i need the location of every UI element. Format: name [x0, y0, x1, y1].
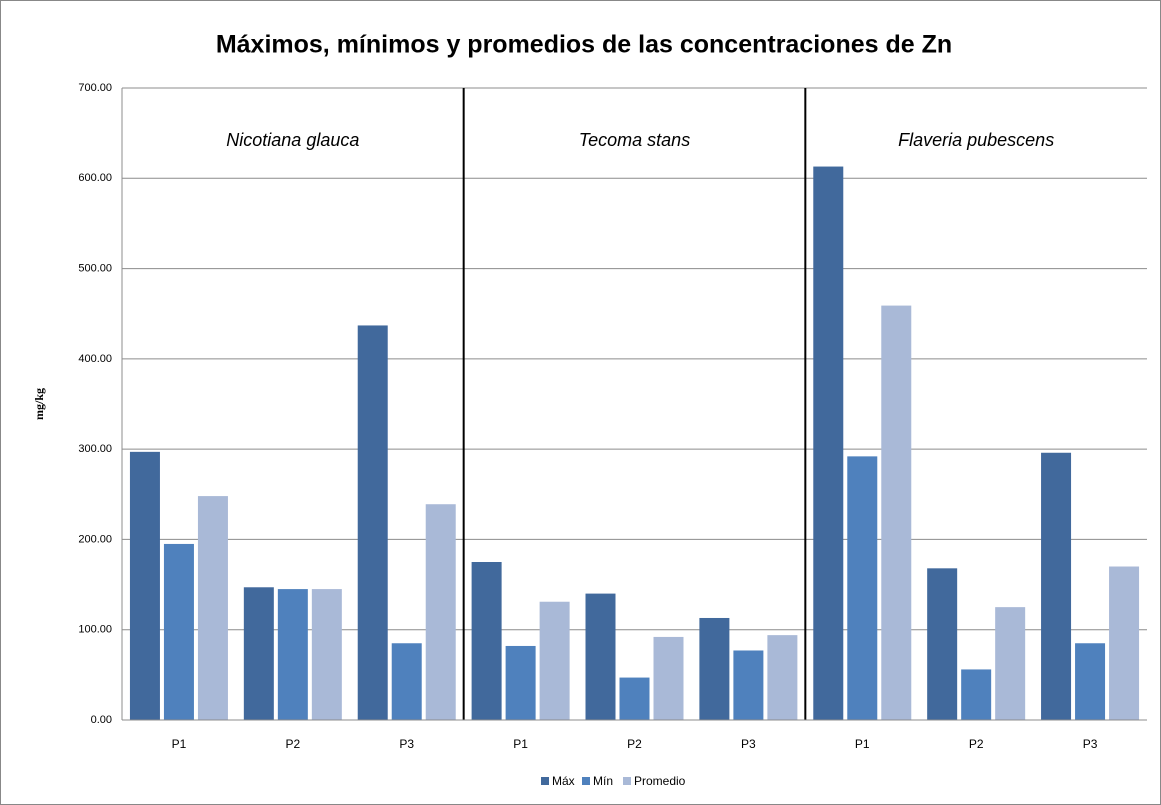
- bar: [995, 607, 1026, 720]
- bar: [243, 587, 274, 720]
- bar: [391, 643, 422, 720]
- bar: [539, 601, 570, 720]
- bar: [277, 589, 308, 720]
- bar: [1075, 643, 1106, 720]
- y-tick-label: 100.00: [78, 624, 112, 636]
- x-tick-label: P2: [969, 737, 984, 751]
- legend-label: Mín: [593, 774, 613, 788]
- y-tick-label: 200.00: [78, 533, 112, 545]
- y-tick-label: 500.00: [78, 262, 112, 274]
- y-tick-label: 300.00: [78, 443, 112, 455]
- bar: [961, 669, 992, 720]
- bar: [927, 568, 958, 720]
- legend-swatch: [541, 777, 549, 785]
- bar: [699, 617, 730, 720]
- chart-title: Máximos, mínimos y promedios de las conc…: [216, 31, 952, 59]
- legend-swatch: [582, 777, 590, 785]
- bar: [1109, 566, 1140, 720]
- group-label: Nicotiana glauca: [226, 130, 359, 150]
- bar: [197, 496, 228, 720]
- legend-label: Promedio: [634, 774, 686, 788]
- bar: [653, 636, 684, 720]
- bar: [311, 589, 342, 720]
- bar: [813, 166, 844, 720]
- x-tick-label: P2: [285, 737, 300, 751]
- bar: [1041, 452, 1072, 720]
- x-tick-label: P1: [513, 737, 528, 751]
- legend-label: Máx: [552, 774, 575, 788]
- y-tick-label: 400.00: [78, 353, 112, 365]
- y-tick-label: 700.00: [78, 82, 112, 94]
- bar: [881, 305, 912, 720]
- y-tick-label: 600.00: [78, 172, 112, 184]
- bar: [129, 451, 160, 720]
- y-tick-label: 0.00: [91, 714, 112, 726]
- bar: [847, 456, 878, 720]
- bar: [585, 593, 616, 720]
- bar: [425, 504, 456, 720]
- x-tick-label: P3: [399, 737, 414, 751]
- bar: [357, 325, 388, 720]
- y-axis-label: mg/kg: [32, 388, 46, 420]
- x-tick-label: P3: [1083, 737, 1098, 751]
- group-label: Tecoma stans: [579, 130, 690, 150]
- bar: [733, 650, 764, 720]
- x-tick-label: P1: [855, 737, 870, 751]
- x-tick-label: P3: [741, 737, 756, 751]
- bar: [767, 635, 798, 720]
- legend-swatch: [623, 777, 631, 785]
- x-tick-label: P2: [627, 737, 642, 751]
- bar: [163, 543, 194, 720]
- bar: [619, 677, 650, 720]
- bar: [505, 645, 536, 720]
- x-tick-label: P1: [172, 737, 187, 751]
- group-label: Flaveria pubescens: [898, 130, 1054, 150]
- bar: [471, 562, 502, 720]
